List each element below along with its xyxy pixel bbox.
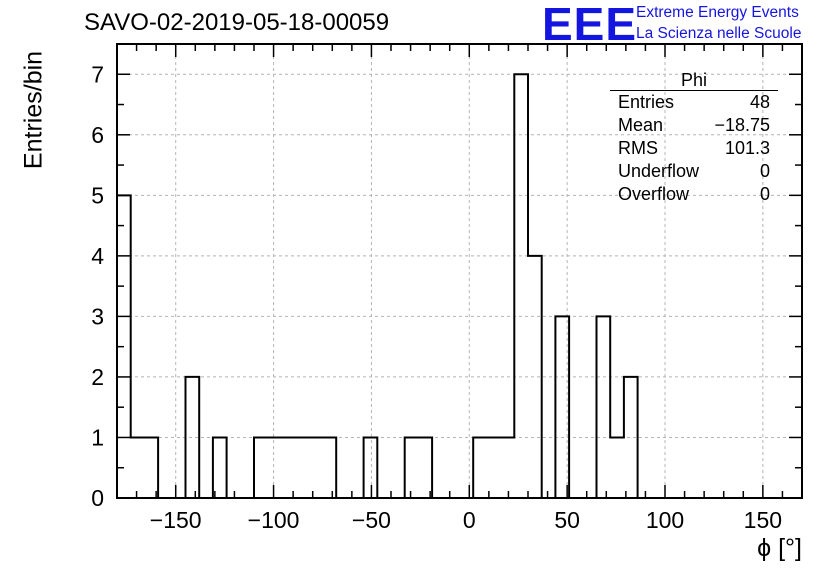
run-title: SAVO-02-2019-05-18-00059 [84, 9, 390, 36]
y-tick-label: 3 [91, 303, 104, 329]
stats-box: Phi Entries 48 Mean −18.75 RMS 101.3 Und… [610, 70, 778, 206]
histogram-bin [597, 316, 611, 498]
histogram-bin [405, 437, 419, 498]
x-tick-label: 100 [646, 507, 684, 533]
x-tick-label: 0 [463, 507, 476, 533]
histogram-bin [364, 437, 378, 498]
y-tick-label: 0 [91, 485, 104, 511]
histogram-bin [309, 437, 323, 498]
stats-label: Underflow [618, 161, 700, 181]
stats-row-mean: Mean −18.75 [610, 114, 778, 137]
stats-row-entries: Entries 48 [610, 91, 778, 114]
histogram-bin [610, 437, 624, 498]
stats-row-rms: RMS 101.3 [610, 137, 778, 160]
histogram-bin [144, 437, 158, 498]
y-tick-label: 2 [91, 364, 104, 390]
histogram-bin [295, 437, 309, 498]
histogram-bin [514, 74, 528, 498]
y-tick-label: 4 [91, 243, 104, 269]
y-tick-label: 7 [91, 61, 104, 87]
plot-frame [116, 43, 803, 499]
x-tick-label: −100 [248, 507, 300, 533]
logo-subtitle-line1: Extreme Energy Events [636, 4, 799, 21]
logo-subtitle-line2: La Scienza nelle Scuole [636, 25, 802, 42]
histogram-bin [131, 437, 145, 498]
stats-label: Overflow [618, 184, 690, 204]
stats-label: Entries [618, 92, 675, 112]
histogram-bin [473, 437, 487, 498]
stats-value: 0 [759, 184, 770, 204]
x-tick-label: 150 [744, 507, 782, 533]
eee-logo: EEE [542, 0, 638, 50]
histogram-bin [323, 437, 337, 498]
y-tick-label: 5 [91, 182, 104, 208]
y-tick-label: 1 [91, 424, 104, 450]
histogram-bin [487, 437, 501, 498]
x-axis-label: ϕ [°] [757, 534, 802, 562]
stats-value: −18.75 [714, 115, 770, 135]
histogram-bin [281, 437, 295, 498]
x-tick-label: −50 [352, 507, 391, 533]
stats-label: Mean [618, 115, 664, 135]
stats-label: RMS [618, 138, 658, 158]
stats-value: 48 [749, 92, 770, 112]
histogram-bin [254, 437, 268, 498]
x-tick-label: −150 [150, 507, 202, 533]
stats-row-underflow: Underflow 0 [610, 160, 778, 183]
stats-title: Phi [610, 70, 778, 91]
histogram-bin [213, 437, 227, 498]
histogram-bin [501, 437, 515, 498]
stats-row-overflow: Overflow 0 [610, 183, 778, 206]
stats-value: 101.3 [724, 138, 770, 158]
histogram-bin [418, 437, 432, 498]
y-tick-label: 6 [91, 122, 104, 148]
stats-value: 0 [759, 161, 770, 181]
histogram-bin [268, 437, 282, 498]
x-tick-label: 50 [554, 507, 580, 533]
